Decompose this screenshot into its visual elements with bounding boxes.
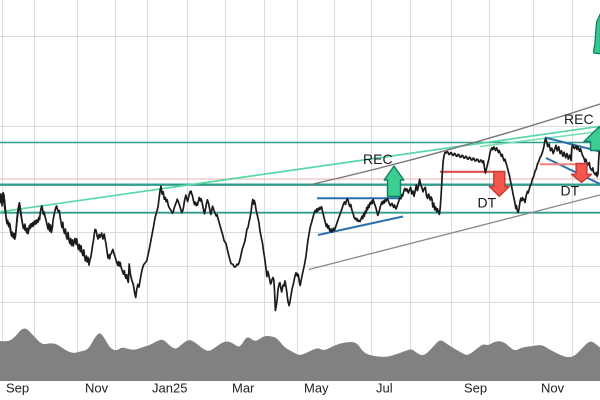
svg-text:DT: DT — [561, 182, 580, 198]
svg-text:Mar: Mar — [232, 381, 255, 396]
svg-text:DT: DT — [478, 195, 497, 211]
svg-text:May: May — [304, 381, 329, 396]
svg-text:Jul: Jul — [376, 381, 393, 396]
svg-text:Sep: Sep — [464, 381, 487, 396]
svg-text:REC: REC — [363, 151, 393, 167]
svg-text:Jan25: Jan25 — [152, 381, 187, 396]
svg-text:REC: REC — [564, 111, 594, 127]
svg-text:Nov: Nov — [85, 381, 109, 396]
svg-text:Sep: Sep — [6, 381, 29, 396]
svg-text:Nov: Nov — [541, 381, 565, 396]
